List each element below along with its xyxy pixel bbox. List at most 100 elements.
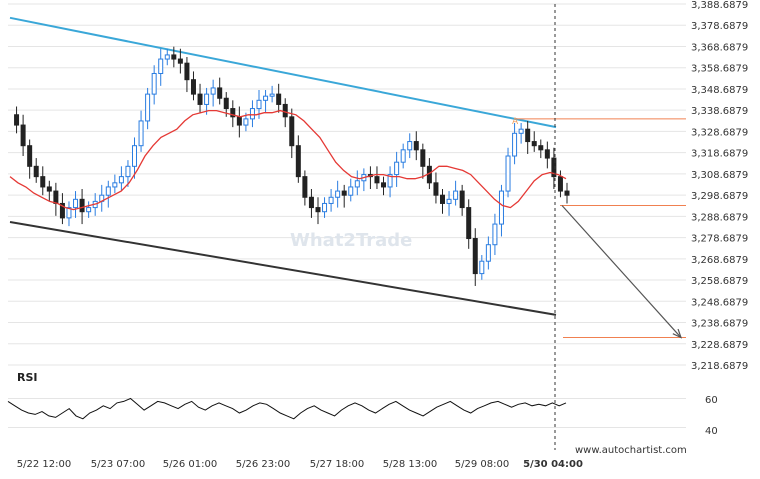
candle-body bbox=[223, 97, 229, 110]
candle-body bbox=[518, 128, 524, 134]
x-tick-label: 5/28 13:00 bbox=[383, 459, 437, 470]
candle-body bbox=[381, 182, 387, 188]
y-tick-label: 3,348.6879 bbox=[691, 85, 748, 96]
x-tick-label: 5/23 07:00 bbox=[91, 459, 145, 470]
candle-body bbox=[40, 176, 46, 188]
candle-body bbox=[256, 99, 262, 110]
candle-body bbox=[407, 141, 413, 151]
candle-body bbox=[269, 93, 275, 97]
candle-body bbox=[302, 176, 308, 198]
candle-body bbox=[498, 190, 504, 225]
candle-body bbox=[105, 186, 111, 196]
candle-body bbox=[112, 182, 118, 188]
candle-body bbox=[564, 190, 570, 196]
candle-body bbox=[538, 145, 544, 151]
x-tick-label: 5/22 12:00 bbox=[17, 459, 71, 470]
x-tick-label: 5/27 18:00 bbox=[310, 459, 364, 470]
forecast-arrow-head bbox=[672, 328, 683, 339]
point-a-label: A bbox=[512, 117, 519, 127]
rsi-tick-40: 40 bbox=[705, 426, 718, 437]
candle-body bbox=[433, 182, 439, 196]
candle-body bbox=[472, 238, 478, 275]
x-tick-label: 5/29 08:00 bbox=[455, 459, 509, 470]
y-tick-label: 3,288.6879 bbox=[691, 212, 748, 223]
rsi-title: RSI bbox=[17, 371, 38, 384]
forecast-arrow-line bbox=[561, 205, 682, 338]
x-tick-label: 5/26 01:00 bbox=[163, 459, 217, 470]
candle-body bbox=[27, 145, 33, 167]
y-axis-labels: 3,388.6879 3,378.6879 3,368.6879 3,358.6879… bbox=[691, 0, 748, 372]
candle-body bbox=[525, 128, 531, 143]
candle-body bbox=[348, 186, 354, 196]
candle-body bbox=[217, 87, 223, 99]
candle-body bbox=[158, 58, 164, 74]
moving-average-layer bbox=[9, 109, 567, 211]
y-tick-label: 3,318.6879 bbox=[691, 149, 748, 160]
y-tick-label: 3,238.6879 bbox=[691, 319, 748, 330]
candle-body bbox=[197, 93, 203, 105]
candle-body bbox=[210, 87, 216, 95]
candle-body bbox=[86, 207, 92, 213]
candle-body bbox=[230, 108, 236, 118]
candle-body bbox=[374, 176, 380, 184]
candle-body bbox=[33, 165, 39, 178]
y-tick-label: 3,328.6879 bbox=[691, 127, 748, 138]
candle-body bbox=[66, 207, 72, 219]
candle-body bbox=[557, 176, 563, 192]
candle-body bbox=[413, 141, 419, 151]
grid bbox=[8, 3, 686, 366]
y-tick-label: 3,228.6879 bbox=[691, 340, 748, 351]
candle-body bbox=[512, 132, 518, 157]
candle-body bbox=[171, 54, 177, 60]
support-line bbox=[9, 221, 557, 316]
candle-body bbox=[118, 176, 124, 184]
candle-body bbox=[249, 108, 255, 120]
candle-body bbox=[276, 93, 282, 105]
candle-body bbox=[263, 95, 269, 101]
levels bbox=[516, 4, 686, 450]
credit-text: www.autochartist.com bbox=[575, 445, 687, 456]
candle-body bbox=[551, 157, 557, 178]
candles bbox=[14, 46, 570, 286]
candle-body bbox=[125, 165, 131, 178]
candle-body bbox=[184, 62, 190, 81]
candle-body bbox=[295, 145, 301, 178]
candle-body bbox=[420, 149, 426, 167]
candle-body bbox=[505, 155, 511, 192]
y-tick-label: 3,368.6879 bbox=[691, 42, 748, 53]
candle-body bbox=[485, 244, 491, 262]
rsi-panel bbox=[7, 397, 686, 428]
candle-body bbox=[315, 207, 321, 213]
rsi-tick-60: 60 bbox=[705, 395, 718, 406]
candle-body bbox=[53, 190, 59, 204]
trend-lines bbox=[9, 16, 557, 316]
y-tick-label: 3,278.6879 bbox=[691, 234, 748, 245]
y-tick-label: 3,258.6879 bbox=[691, 276, 748, 287]
candle-body bbox=[446, 198, 452, 204]
candle-body bbox=[204, 93, 210, 105]
x-tick-label: 5/26 23:00 bbox=[236, 459, 290, 470]
candle-body bbox=[439, 194, 445, 204]
x-axis-labels: 5/22 12:00 5/23 07:00 5/26 01:00 5/26 23:00… bbox=[17, 459, 583, 470]
moving-average-line bbox=[9, 109, 567, 211]
watermark-text: What2Trade bbox=[290, 230, 412, 251]
candle-body bbox=[544, 149, 550, 159]
rsi-line bbox=[7, 397, 567, 420]
candle-body bbox=[400, 149, 406, 163]
candle-body bbox=[79, 198, 85, 213]
candle-body bbox=[145, 93, 151, 122]
candle-body bbox=[335, 190, 341, 198]
candle-body bbox=[479, 260, 485, 275]
candle-body bbox=[177, 58, 183, 64]
candle-body bbox=[138, 120, 144, 147]
candle-body bbox=[387, 174, 393, 188]
candle-body bbox=[151, 72, 157, 95]
candle-body bbox=[308, 196, 314, 209]
candle-body bbox=[73, 198, 79, 209]
x-tick-label: 5/30 04:00 bbox=[523, 459, 583, 470]
candle-body bbox=[236, 116, 242, 126]
candle-body bbox=[328, 196, 334, 204]
candle-body bbox=[46, 186, 52, 192]
candle-body bbox=[20, 124, 26, 147]
